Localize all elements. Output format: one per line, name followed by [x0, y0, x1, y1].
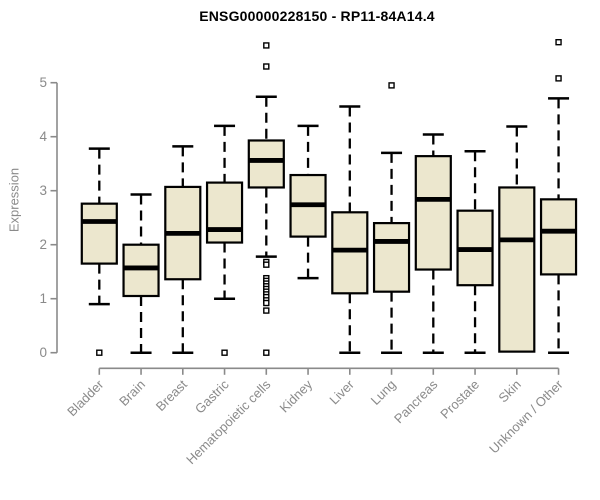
x-tick-label-lung: Lung [368, 377, 399, 408]
x-tick-label-bladder: Bladder [64, 376, 107, 419]
x-tick-label-pancreas: Pancreas [391, 376, 441, 426]
outlier-hematopoietic-cells-15 [263, 349, 270, 356]
chart-title: ENSG00000228150 - RP11-84A14.4 [199, 8, 435, 24]
outlier-hematopoietic-cells-0 [263, 42, 270, 49]
x-tick-label-brain: Brain [116, 377, 148, 409]
x-tick-label-skin: Skin [495, 377, 523, 405]
x-tick-label-gastric: Gastric [192, 376, 232, 416]
box-pancreas [414, 155, 452, 271]
x-tick-label-liver: Liver [326, 376, 357, 407]
x-tick-label-kidney: Kidney [276, 376, 315, 415]
y-tick-label-1: 1 [39, 291, 47, 306]
box-brain [122, 243, 160, 298]
box-liver [331, 211, 369, 295]
box-bladder [80, 202, 118, 265]
y-tick-label-0: 0 [39, 345, 47, 360]
box-unknown-other [539, 198, 578, 276]
y-tick-label-4: 4 [39, 129, 47, 144]
y-tick-label-2: 2 [39, 237, 47, 252]
x-tick-label-unknown-other: Unknown / Other [486, 376, 566, 456]
outlier-hematopoietic-cells-1 [263, 63, 270, 70]
x-tick-label-breast: Breast [153, 377, 190, 414]
outlier-unknown-other-1 [555, 75, 562, 82]
outlier-lung-0 [388, 82, 395, 89]
outlier-hematopoietic-cells-14 [263, 307, 270, 314]
outlier-gastric-0 [221, 349, 228, 356]
y-tick-label-3: 3 [39, 183, 47, 198]
outlier-hematopoietic-cells-3 [263, 261, 270, 268]
x-tick-label-prostate: Prostate [437, 377, 482, 422]
outlier-hematopoietic-cells-13 [263, 299, 270, 307]
box-lung [372, 222, 411, 293]
outlier-bladder-0 [96, 349, 103, 356]
outlier-unknown-other-0 [555, 39, 562, 46]
box-skin [498, 186, 536, 353]
box-hematopoietic-cells [247, 139, 285, 189]
box-gastric [205, 181, 244, 244]
y-tick-label-5: 5 [39, 75, 47, 90]
